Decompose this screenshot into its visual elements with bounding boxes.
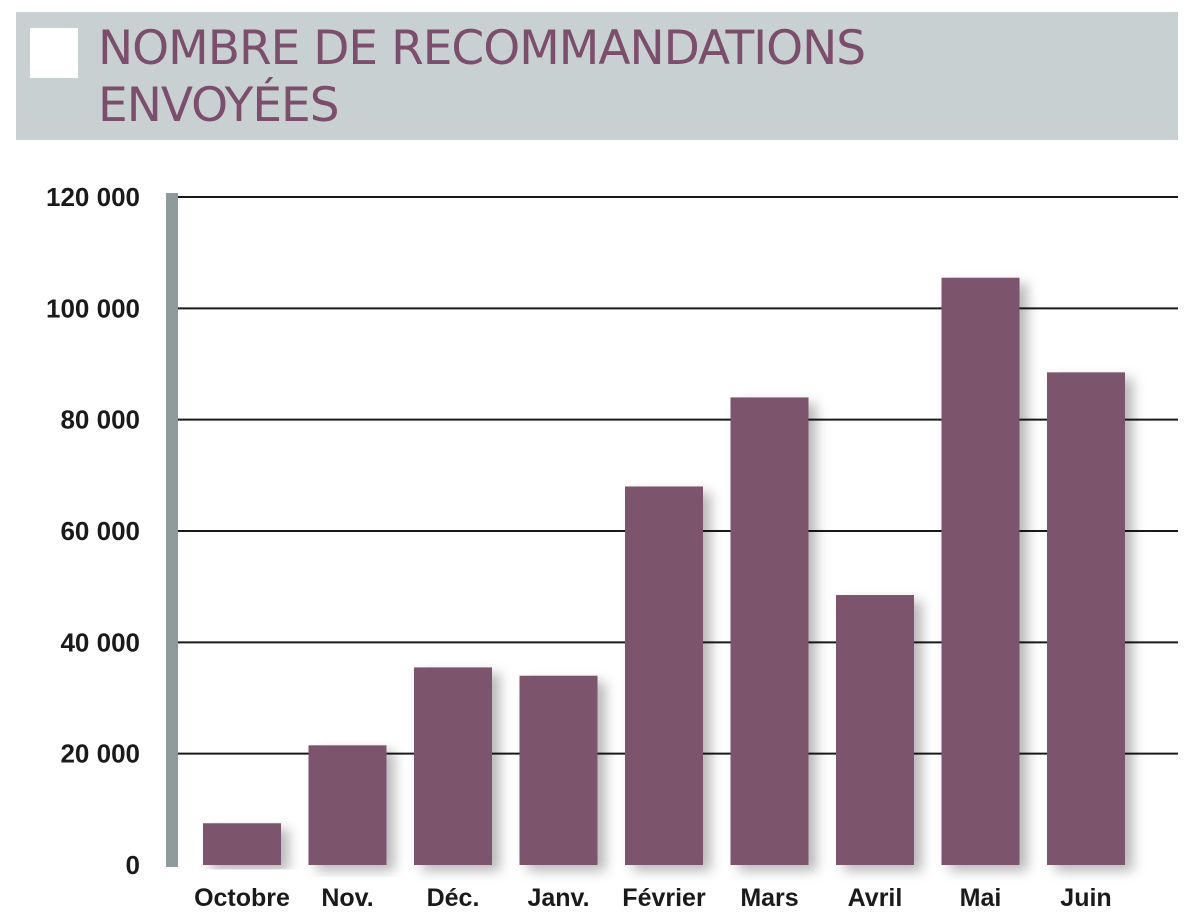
- y-tick-labels: 0 20 000 40 000 60 000 80 000 100 000 120 000: [46, 182, 140, 880]
- chart-title: NOMBRE DE RECOMMANDATIONS ENVOYÉES: [98, 21, 866, 133]
- y-tick-label: 40 000: [60, 627, 140, 657]
- y-tick-label: 20 000: [60, 739, 140, 769]
- x-tick-label: Janv.: [527, 884, 589, 912]
- y-tick-label: 120 000: [46, 182, 140, 212]
- bars: [203, 277, 1125, 865]
- x-tick-label: Mai: [960, 884, 1002, 912]
- x-tick-label: Février: [622, 884, 706, 912]
- x-tick-label: Avril: [848, 884, 903, 912]
- bar: [836, 595, 914, 865]
- y-tick-label: 100 000: [46, 293, 140, 323]
- bar: [730, 397, 809, 865]
- bar: [519, 675, 598, 865]
- bar: [941, 277, 1020, 865]
- bar: [625, 486, 703, 865]
- chart-header: NOMBRE DE RECOMMANDATIONS ENVOYÉES: [16, 12, 1178, 140]
- x-tick-label: Nov.: [321, 884, 373, 912]
- x-tick-labels: Octobre Nov. Déc. Janv. Février Mars Avril Mai J…: [194, 884, 1112, 912]
- x-tick-label: Juin: [1060, 884, 1111, 912]
- y-tick-label: 0: [126, 850, 140, 880]
- bar: [414, 667, 492, 865]
- bar: [1047, 372, 1125, 865]
- bar: [308, 745, 387, 865]
- y-tick-label: 80 000: [60, 405, 140, 435]
- header-square-icon: [30, 28, 78, 78]
- y-tick-label: 60 000: [60, 516, 140, 546]
- x-tick-label: Octobre: [194, 884, 290, 912]
- x-tick-label: Déc.: [427, 884, 480, 912]
- bar: [203, 823, 281, 865]
- y-axis-bar: [166, 193, 178, 867]
- x-tick-label: Mars: [740, 884, 798, 912]
